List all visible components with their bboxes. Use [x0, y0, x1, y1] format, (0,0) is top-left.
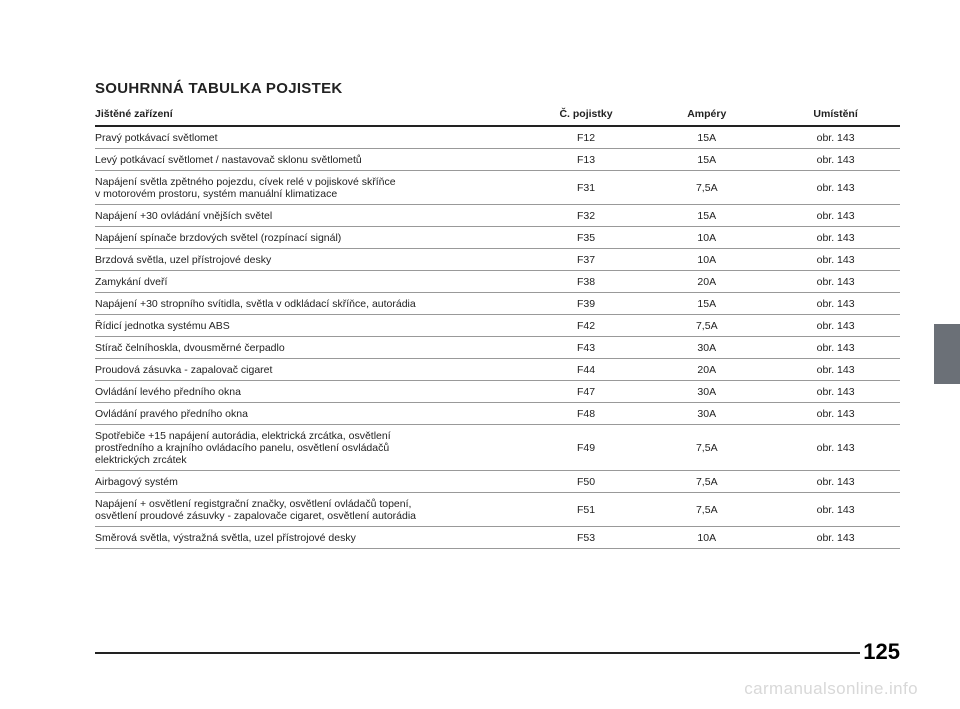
cell-location: obr. 143 [771, 126, 900, 149]
cell-location: obr. 143 [771, 271, 900, 293]
cell-amps: 15A [642, 293, 771, 315]
cell-amps: 20A [642, 359, 771, 381]
cell-amps: 7,5A [642, 471, 771, 493]
cell-device: Řídicí jednotka systému ABS [95, 315, 530, 337]
cell-device: Napájení +30 ovládání vnějších světel [95, 205, 530, 227]
table-row: Napájení +30 stropního svítidla, světla … [95, 293, 900, 315]
cell-fuse: F31 [530, 171, 643, 205]
cell-amps: 15A [642, 149, 771, 171]
cell-amps: 10A [642, 227, 771, 249]
cell-fuse: F38 [530, 271, 643, 293]
cell-fuse: F47 [530, 381, 643, 403]
cell-location: obr. 143 [771, 227, 900, 249]
cell-location: obr. 143 [771, 403, 900, 425]
cell-location: obr. 143 [771, 425, 900, 471]
cell-amps: 7,5A [642, 493, 771, 527]
cell-location: obr. 143 [771, 205, 900, 227]
table-row: Airbagový systémF507,5Aobr. 143 [95, 471, 900, 493]
cell-device: Levý potkávací světlomet / nastavovač sk… [95, 149, 530, 171]
cell-amps: 10A [642, 249, 771, 271]
table-row: Ovládání pravého předního oknaF4830Aobr.… [95, 403, 900, 425]
cell-device: Zamykání dveří [95, 271, 530, 293]
cell-amps: 10A [642, 527, 771, 549]
watermark: carmanualsonline.info [744, 679, 918, 699]
cell-fuse: F49 [530, 425, 643, 471]
cell-fuse: F39 [530, 293, 643, 315]
col-header-location: Umístění [771, 105, 900, 126]
cell-device: Spotřebiče +15 napájení autorádia, elekt… [95, 425, 530, 471]
fuse-table: Jištěné zařízení Č. pojistky Ampéry Umís… [95, 105, 900, 549]
table-row: Zamykání dveříF3820Aobr. 143 [95, 271, 900, 293]
cell-amps: 30A [642, 337, 771, 359]
cell-fuse: F50 [530, 471, 643, 493]
cell-device: Ovládání levého předního okna [95, 381, 530, 403]
cell-location: obr. 143 [771, 381, 900, 403]
cell-fuse: F42 [530, 315, 643, 337]
cell-location: obr. 143 [771, 493, 900, 527]
cell-fuse: F12 [530, 126, 643, 149]
cell-fuse: F48 [530, 403, 643, 425]
cell-device: Napájení světla zpětného pojezdu, cívek … [95, 171, 530, 205]
cell-fuse: F32 [530, 205, 643, 227]
cell-location: obr. 143 [771, 337, 900, 359]
table-row: Ovládání levého předního oknaF4730Aobr. … [95, 381, 900, 403]
table-row: Levý potkávací světlomet / nastavovač sk… [95, 149, 900, 171]
cell-device: Stírač čelníhoskla, dvousměrné čerpadlo [95, 337, 530, 359]
cell-location: obr. 143 [771, 293, 900, 315]
cell-amps: 30A [642, 381, 771, 403]
cell-device: Napájení spínače brzdových světel (rozpí… [95, 227, 530, 249]
cell-amps: 20A [642, 271, 771, 293]
page-number: 125 [863, 639, 900, 665]
table-row: Napájení spínače brzdových světel (rozpí… [95, 227, 900, 249]
cell-amps: 7,5A [642, 315, 771, 337]
cell-fuse: F35 [530, 227, 643, 249]
col-header-device: Jištěné zařízení [95, 105, 530, 126]
table-row: Řídicí jednotka systému ABSF427,5Aobr. 1… [95, 315, 900, 337]
table-row: Proudová zásuvka - zapalovač cigaretF442… [95, 359, 900, 381]
col-header-fuse: Č. pojistky [530, 105, 643, 126]
page-rule [95, 652, 860, 654]
cell-location: obr. 143 [771, 149, 900, 171]
table-row: Napájení +30 ovládání vnějších světelF32… [95, 205, 900, 227]
cell-location: obr. 143 [771, 315, 900, 337]
cell-location: obr. 143 [771, 171, 900, 205]
col-header-amps: Ampéry [642, 105, 771, 126]
cell-device: Napájení + osvětlení registgrační značky… [95, 493, 530, 527]
cell-amps: 7,5A [642, 425, 771, 471]
cell-fuse: F37 [530, 249, 643, 271]
cell-device: Brzdová světla, uzel přístrojové desky [95, 249, 530, 271]
cell-fuse: F43 [530, 337, 643, 359]
cell-device: Airbagový systém [95, 471, 530, 493]
table-row: Pravý potkávací světlometF1215Aobr. 143 [95, 126, 900, 149]
cell-fuse: F13 [530, 149, 643, 171]
table-row: Brzdová světla, uzel přístrojové deskyF3… [95, 249, 900, 271]
table-row: Stírač čelníhoskla, dvousměrné čerpadloF… [95, 337, 900, 359]
cell-location: obr. 143 [771, 471, 900, 493]
cell-amps: 7,5A [642, 171, 771, 205]
cell-location: obr. 143 [771, 359, 900, 381]
table-row: Směrová světla, výstražná světla, uzel p… [95, 527, 900, 549]
section-title: SOUHRNNÁ TABULKA POJISTEK [95, 80, 900, 97]
table-row: Napájení světla zpětného pojezdu, cívek … [95, 171, 900, 205]
cell-device: Směrová světla, výstražná světla, uzel p… [95, 527, 530, 549]
cell-fuse: F44 [530, 359, 643, 381]
table-row: Napájení + osvětlení registgrační značky… [95, 493, 900, 527]
cell-location: obr. 143 [771, 249, 900, 271]
cell-amps: 30A [642, 403, 771, 425]
cell-fuse: F51 [530, 493, 643, 527]
cell-device: Pravý potkávací světlomet [95, 126, 530, 149]
table-header-row: Jištěné zařízení Č. pojistky Ampéry Umís… [95, 105, 900, 126]
cell-device: Proudová zásuvka - zapalovač cigaret [95, 359, 530, 381]
cell-fuse: F53 [530, 527, 643, 549]
cell-amps: 15A [642, 126, 771, 149]
thumb-tab [934, 324, 960, 384]
cell-device: Ovládání pravého předního okna [95, 403, 530, 425]
cell-device: Napájení +30 stropního svítidla, světla … [95, 293, 530, 315]
table-row: Spotřebiče +15 napájení autorádia, elekt… [95, 425, 900, 471]
cell-amps: 15A [642, 205, 771, 227]
cell-location: obr. 143 [771, 527, 900, 549]
